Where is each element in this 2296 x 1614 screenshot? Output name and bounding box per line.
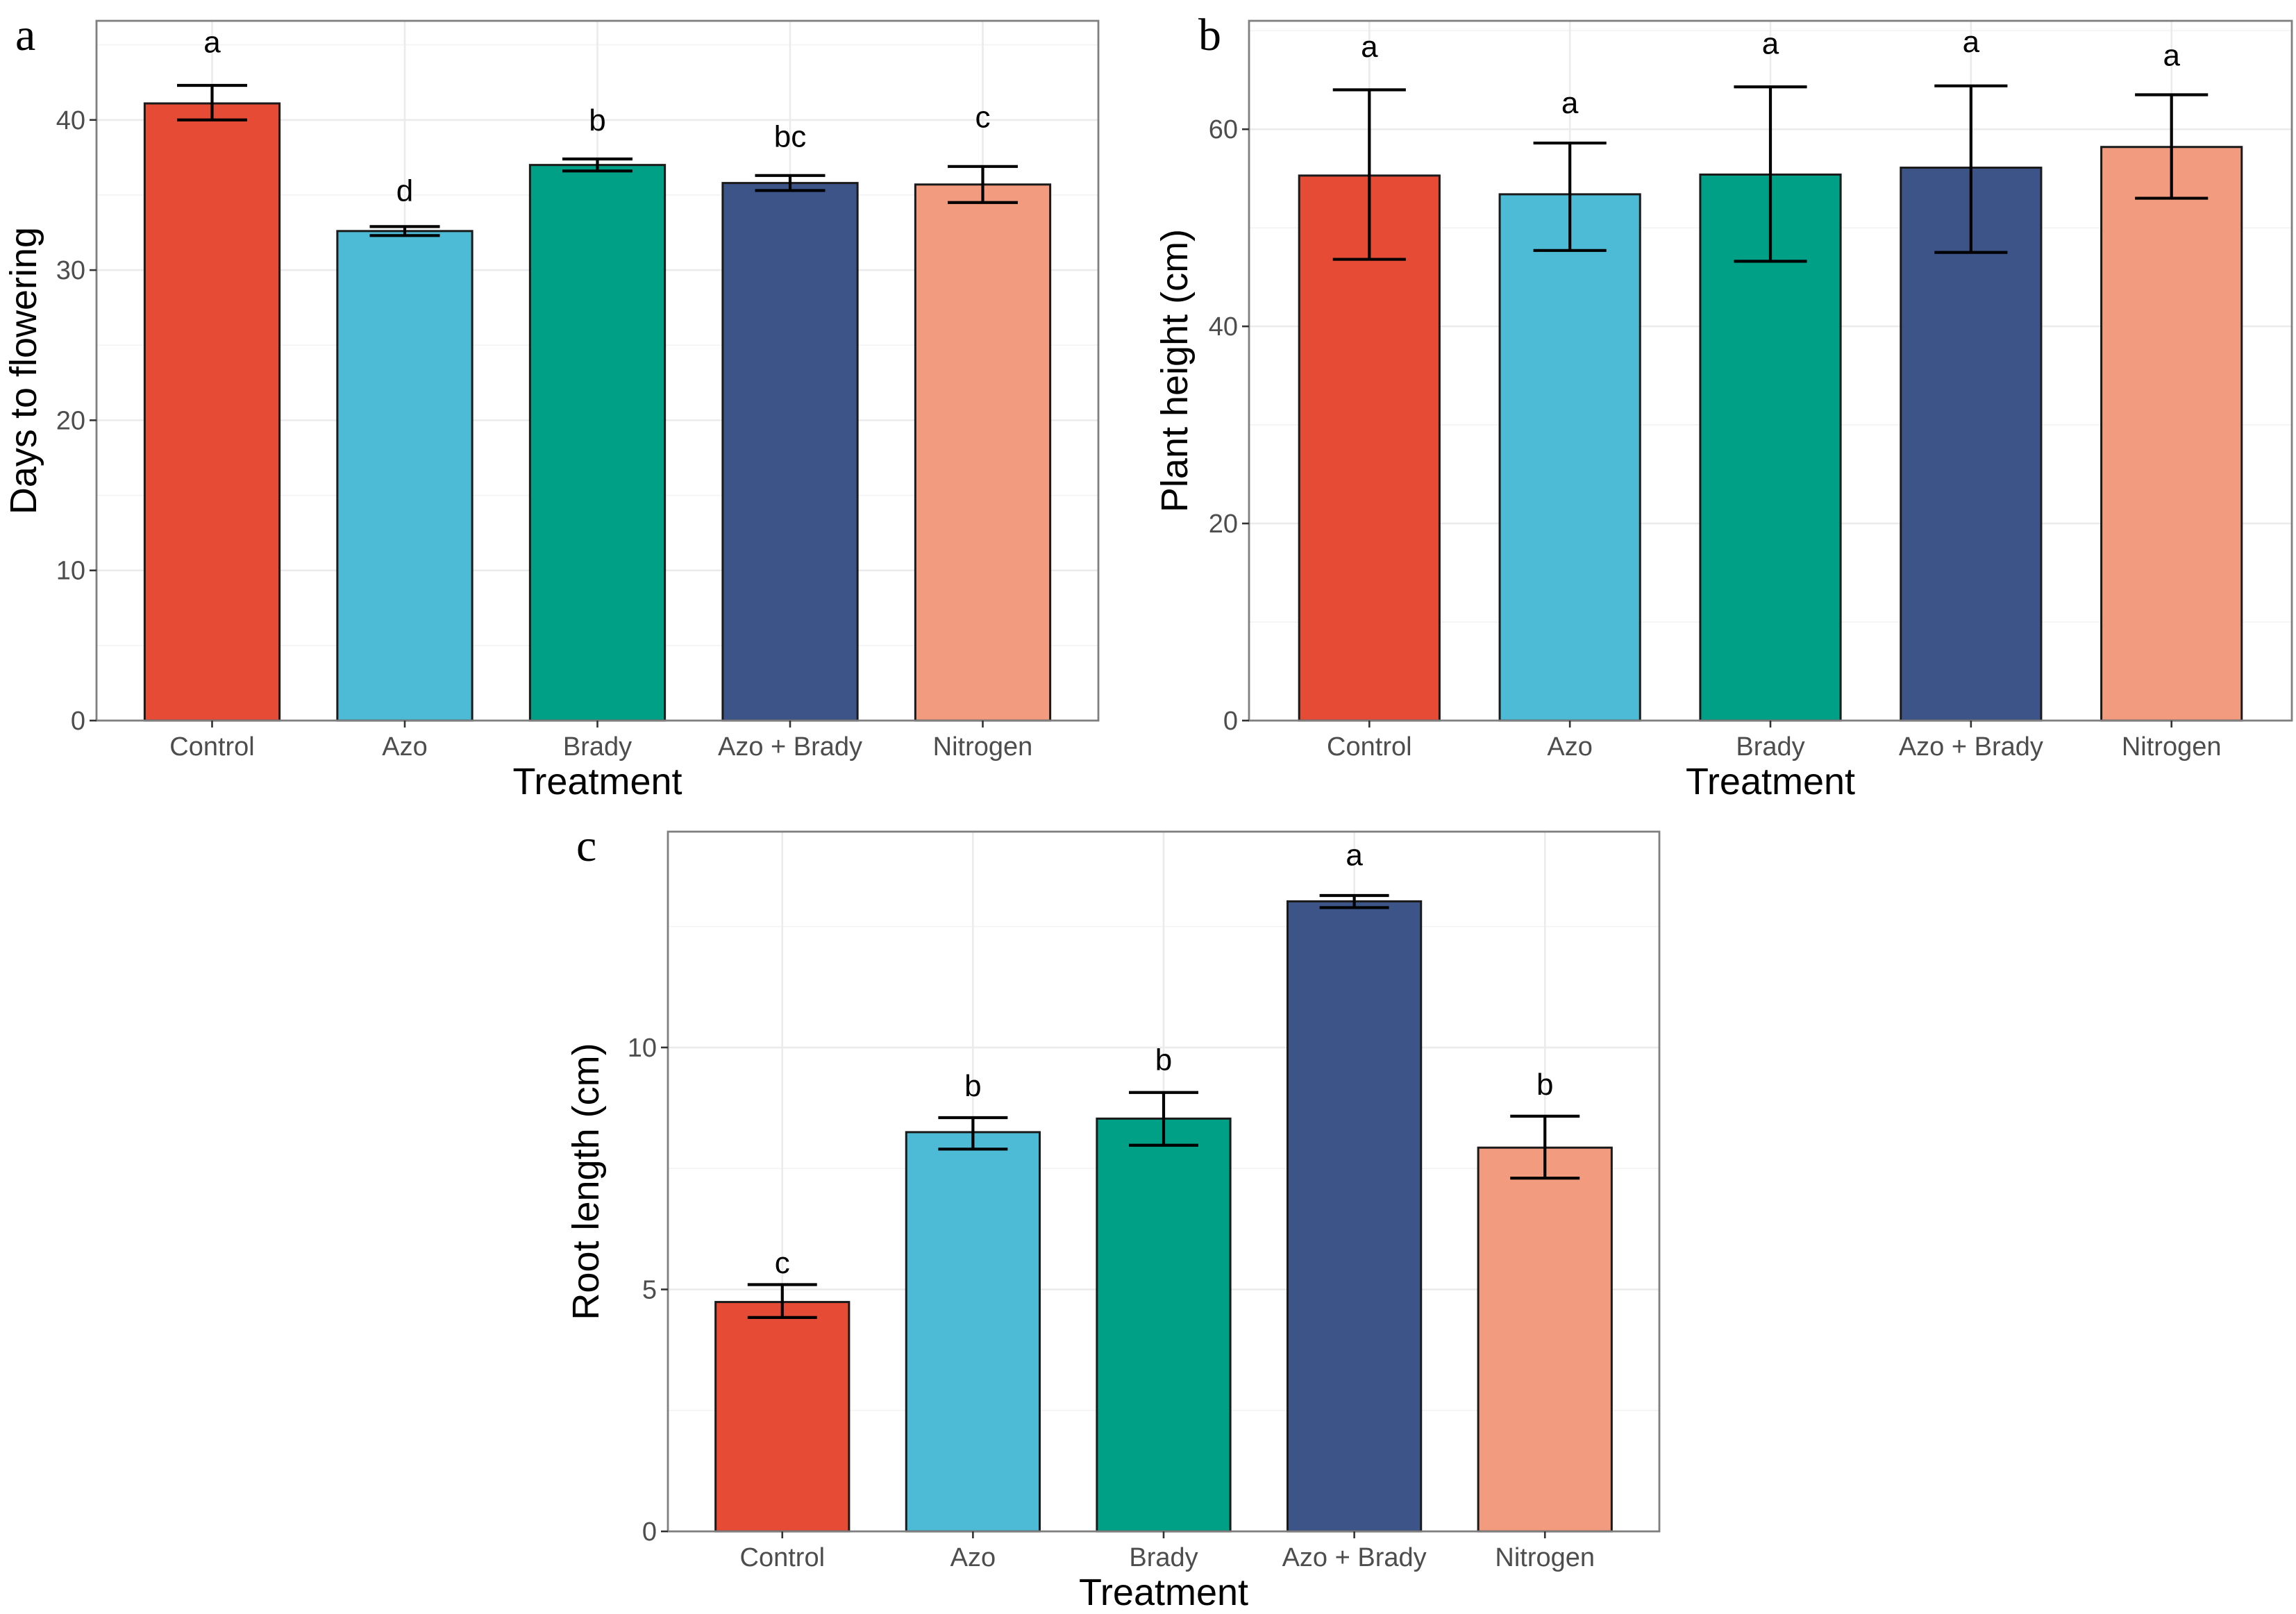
y-tick-label: 60: [1209, 115, 1238, 144]
panel-b: b a a a a a 0 20 40 60 Control Azo Brady Azo + Brady N…: [1154, 10, 2293, 802]
y-tick-label: 0: [71, 707, 85, 736]
significance-letter: a: [2163, 39, 2180, 73]
bar-azo-plus-brady: [1287, 900, 1423, 1533]
y-tick-label: 40: [1209, 312, 1238, 342]
y-tick-label: 10: [628, 1034, 657, 1063]
significance-letter: bc: [774, 120, 806, 154]
bar-nitrogen: [2100, 146, 2243, 722]
bar-azo: [905, 1131, 1041, 1533]
panel-c: c c b b a b 0 5 10 Control Azo Brady Azo + Brady Nitr…: [565, 821, 1661, 1613]
bar-azo: [1498, 193, 1641, 722]
x-tick-label: Nitrogen: [1495, 1543, 1595, 1572]
x-tick-label: Control: [169, 732, 255, 762]
bar-control: [143, 102, 281, 722]
y-tick-label: 0: [642, 1518, 657, 1547]
x-tick-label: Brady: [563, 732, 632, 762]
x-tick-label: Azo + Brady: [1899, 732, 2043, 762]
significance-letter: a: [1762, 27, 1779, 61]
panel-letter: b: [1198, 10, 1221, 60]
significance-letter: b: [964, 1069, 981, 1103]
x-tick-label: Brady: [1736, 732, 1804, 762]
x-tick-label: Azo + Brady: [1282, 1543, 1427, 1572]
bar-brady: [528, 164, 667, 722]
y-tick-label: 20: [1209, 510, 1238, 539]
y-tick-label: 30: [56, 256, 85, 285]
panel-letter: c: [576, 821, 596, 871]
y-tick-label: 0: [1223, 707, 1238, 736]
bar-brady: [1699, 173, 1842, 722]
significance-letter: a: [1561, 86, 1579, 120]
bar-control: [714, 1301, 850, 1533]
y-axis-title: Plant height (cm): [1154, 229, 1196, 512]
significance-letter: b: [1536, 1068, 1553, 1102]
bar-brady: [1096, 1117, 1232, 1533]
y-tick-label: 5: [642, 1275, 657, 1304]
significance-letter: a: [1361, 30, 1378, 64]
y-tick-label: 20: [56, 406, 85, 435]
bar-nitrogen: [914, 183, 1052, 722]
y-tick-label: 10: [56, 557, 85, 586]
bar-azo: [336, 230, 474, 722]
panel-letter: a: [15, 10, 35, 60]
y-axis-title: Days to flowering: [3, 227, 44, 514]
x-tick-label: Azo: [1547, 732, 1592, 762]
x-tick-label: Azo + Brady: [718, 732, 862, 762]
panel-a: a a d b bc c 0 10 20 30 40 Control Azo Brady Azo + Bra…: [3, 10, 1100, 802]
x-axis-title: Treatment: [1686, 761, 1855, 802]
y-tick-label: 40: [56, 106, 85, 135]
significance-letter: a: [1346, 838, 1363, 872]
x-tick-label: Nitrogen: [933, 732, 1033, 762]
significance-letter: d: [396, 174, 413, 208]
bar-control: [1298, 174, 1441, 722]
bar-azo-plus-brady: [1900, 167, 2043, 722]
bar-azo-plus-brady: [721, 182, 859, 722]
x-tick-label: Control: [740, 1543, 826, 1572]
y-axis-title: Root length (cm): [565, 1043, 607, 1320]
x-tick-label: Azo: [382, 732, 427, 762]
x-tick-label: Control: [1327, 732, 1412, 762]
significance-letter: b: [1155, 1043, 1172, 1077]
significance-letter: c: [775, 1246, 790, 1280]
significance-letter: c: [975, 100, 991, 134]
bar-nitrogen: [1477, 1146, 1613, 1533]
x-tick-label: Brady: [1129, 1543, 1198, 1572]
significance-letter: a: [203, 25, 221, 59]
x-tick-label: Nitrogen: [2122, 732, 2222, 762]
x-tick-label: Azo: [950, 1543, 996, 1572]
x-axis-title: Treatment: [512, 761, 682, 802]
significance-letter: a: [1963, 25, 1980, 59]
x-axis-title: Treatment: [1079, 1572, 1248, 1613]
significance-letter: b: [589, 103, 605, 137]
